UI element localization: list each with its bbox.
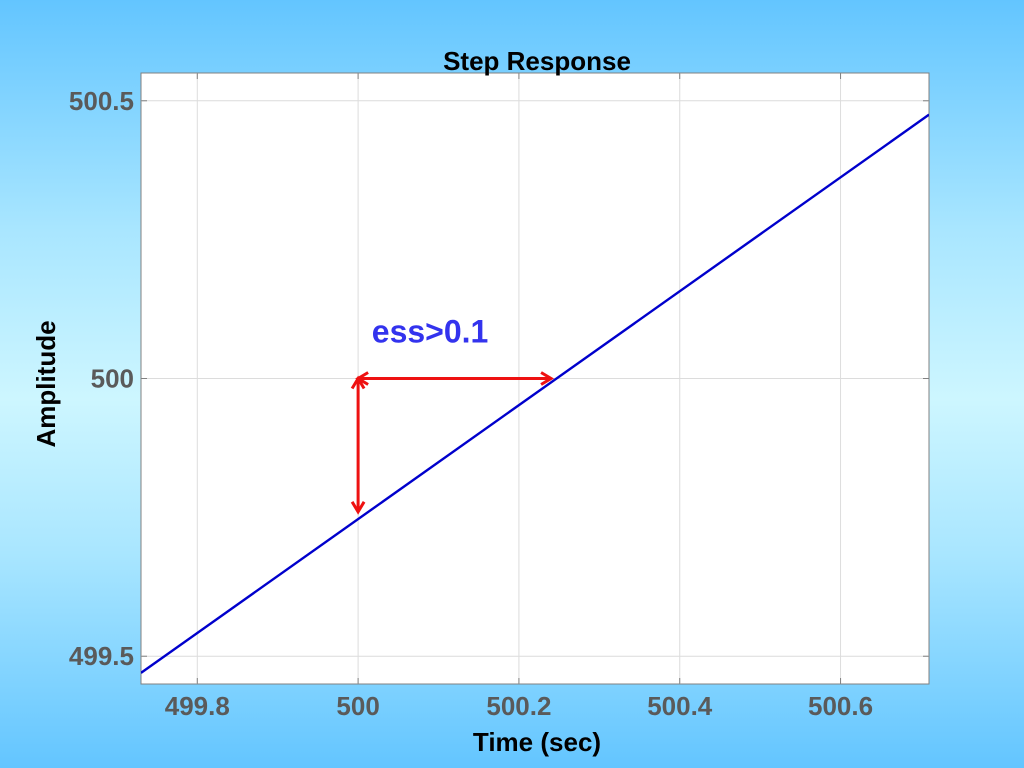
y-tick-label: 500.5 (69, 86, 134, 116)
y-axis-label: Amplitude (31, 320, 61, 447)
ess-annotation: ess>0.1 (372, 313, 489, 349)
horizontal-arrowhead-left (355, 371, 369, 386)
x-tick-label: 499.8 (165, 691, 230, 721)
series-layer (141, 113, 929, 674)
vertical-arrowhead-bottom (350, 501, 366, 515)
annotation-layer (350, 371, 554, 515)
grid-lines (141, 73, 929, 684)
x-tick-label: 500.6 (808, 691, 873, 721)
x-axis-label: Time (sec) (473, 727, 601, 757)
y-tick-label: 500 (91, 364, 134, 394)
y-tick-label: 499.5 (69, 641, 134, 671)
chart-title: Step Response (443, 46, 631, 76)
x-tick-label: 500.4 (647, 691, 713, 721)
x-tick-labels: 499.8 500 500.2 500.4 500.6 (165, 691, 873, 721)
horizontal-arrowhead-right (540, 371, 554, 386)
y-tick-labels: 499.5 500 500.5 (69, 86, 134, 671)
x-tick-label: 500 (336, 691, 379, 721)
tick-marks (141, 73, 929, 684)
x-tick-label: 500.2 (486, 691, 551, 721)
step-response-line (141, 113, 929, 674)
